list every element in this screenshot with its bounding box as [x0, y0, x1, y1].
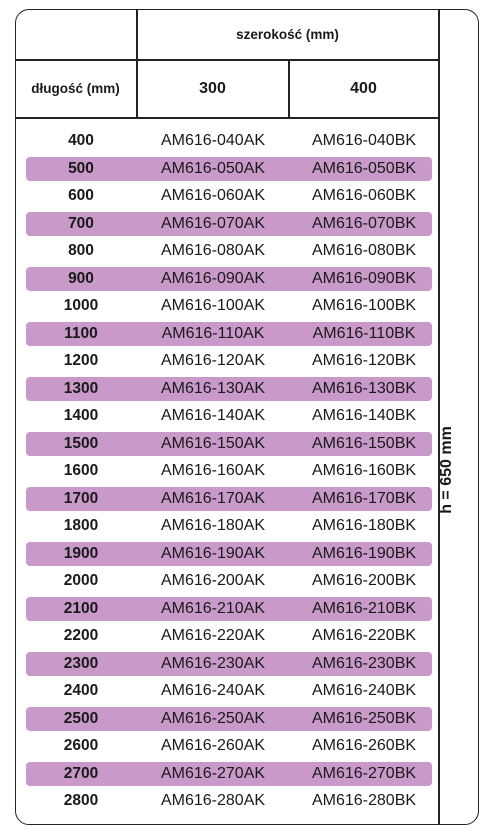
header-length-title: długość (mm) — [31, 81, 120, 96]
header-width-400: 400 — [350, 79, 377, 97]
header-width-title: szerokość (mm) — [236, 26, 339, 42]
col-divider-length — [136, 9, 138, 117]
col-divider-width — [288, 59, 290, 117]
header-divider-top — [15, 59, 439, 61]
table-frame — [15, 9, 479, 825]
header-divider-bottom — [15, 117, 439, 119]
col-divider-right — [438, 9, 440, 825]
height-note: h = 650 mm — [438, 426, 455, 514]
header-width-300: 300 — [199, 79, 226, 97]
